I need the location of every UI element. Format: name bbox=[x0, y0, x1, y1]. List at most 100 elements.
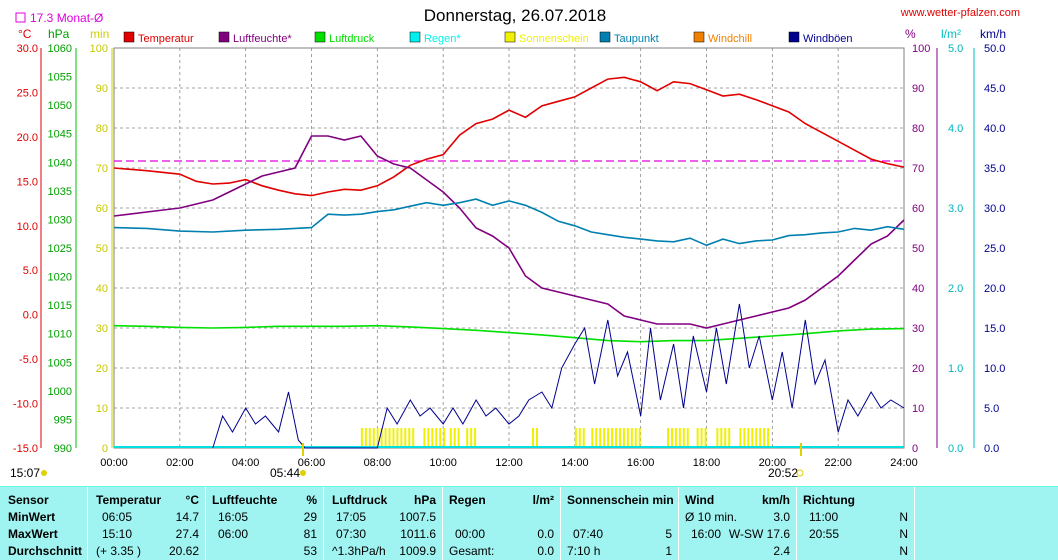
pressure-tick-label: 1050 bbox=[48, 100, 72, 112]
temp-tick-label: 25.0 bbox=[17, 87, 38, 99]
sunshine-bar bbox=[466, 428, 469, 447]
sunshine-bar bbox=[763, 428, 766, 447]
wind-tick-label: 10.0 bbox=[984, 363, 1005, 375]
website-link[interactable]: www.wetter-pfalzen.com bbox=[900, 7, 1020, 19]
sunshine-tick-label: 50 bbox=[96, 243, 108, 255]
time-tick-label: 12:00 bbox=[495, 457, 523, 469]
luftdruck-max-value: 1011.6 bbox=[400, 527, 436, 541]
sunshine-bar bbox=[408, 428, 411, 447]
sunrise-icon bbox=[300, 470, 306, 476]
wind-tick-label: 45.0 bbox=[984, 83, 1005, 95]
richtung-min-value: N bbox=[899, 510, 908, 524]
time-tick-label: 24:00 bbox=[890, 457, 918, 469]
legend-swatch bbox=[788, 31, 800, 43]
wind-tick-label: 35.0 bbox=[984, 163, 1005, 175]
sunshine-bar bbox=[372, 428, 375, 447]
wind-tick-label: 5.0 bbox=[984, 403, 999, 415]
sunrise-time: 05:44 bbox=[270, 466, 300, 480]
summary-richtung: Richtung 11:00 N 20:55 N N bbox=[796, 487, 914, 560]
pressure-tick-label: 1055 bbox=[48, 72, 72, 84]
sunshine-bar bbox=[400, 428, 403, 447]
summary-regen: Regen l/m² 00:00 0.0 Gesamt: 0.0 bbox=[442, 487, 560, 560]
wind-avg10-value: 3.0 bbox=[773, 510, 790, 524]
unit-wind: km/h bbox=[980, 27, 1006, 41]
sunshine-bar bbox=[535, 428, 538, 447]
legend-swatch bbox=[504, 31, 516, 43]
pressure-tick-label: 1060 bbox=[48, 43, 72, 55]
sonnenschein-avg-value: 1 bbox=[665, 544, 672, 558]
temperatur-min-time: 06:05 bbox=[102, 510, 133, 524]
temp-tick-label: -5.0 bbox=[19, 354, 38, 366]
sunshine-bar bbox=[630, 428, 633, 447]
wind-avg-value: 2.4 bbox=[773, 544, 790, 558]
legend-label: Windböen bbox=[803, 33, 853, 45]
sunshine-tick-label: 10 bbox=[96, 403, 108, 415]
richtung-header: Richtung bbox=[803, 493, 855, 507]
sunset-icon bbox=[796, 469, 804, 477]
temp-tick-label: -10.0 bbox=[13, 399, 38, 411]
regen-total-value: 0.0 bbox=[537, 544, 554, 558]
legend-label: Luftdruck bbox=[329, 33, 375, 45]
richtung-max-time: 20:55 bbox=[809, 527, 840, 541]
sunshine-bar bbox=[614, 428, 617, 447]
wind-tick-label: 50.0 bbox=[984, 43, 1005, 55]
temperatur-header: Temperatur bbox=[96, 493, 162, 507]
sunshine-bar bbox=[670, 428, 673, 447]
wind-tick-label: 40.0 bbox=[984, 123, 1005, 135]
legend-label: Luftfeuchte* bbox=[233, 33, 292, 45]
humidity-tick-label: 100 bbox=[912, 43, 930, 55]
rain-tick-label: 5.0 bbox=[948, 43, 963, 55]
temp-tick-label: 30.0 bbox=[17, 43, 38, 55]
time-tick-label: 02:00 bbox=[166, 457, 194, 469]
luftdruck-trend: ^1.3hPa/h bbox=[332, 544, 386, 558]
sunshine-tick-label: 100 bbox=[90, 43, 108, 55]
time-tick-label: 16:00 bbox=[627, 457, 655, 469]
legend-swatch bbox=[693, 31, 705, 43]
sunshine-bar bbox=[678, 428, 681, 447]
humidity-tick-label: 90 bbox=[912, 83, 924, 95]
sunset-time: 20:52 bbox=[768, 466, 798, 480]
sunshine-bar bbox=[704, 428, 707, 447]
sunshine-tick-label: 40 bbox=[96, 283, 108, 295]
pressure-tick-label: 1020 bbox=[48, 272, 72, 284]
wind-max-time: 16:00 bbox=[691, 527, 722, 541]
legend-swatch bbox=[409, 31, 421, 43]
legend-swatch bbox=[314, 31, 326, 43]
series-line bbox=[113, 76, 905, 197]
sunshine-bar bbox=[603, 428, 606, 447]
luftdruck-min-time: 17:05 bbox=[336, 510, 367, 524]
pressure-tick-label: 995 bbox=[54, 414, 72, 426]
sunshine-bar bbox=[388, 428, 391, 447]
sunshine-bar bbox=[724, 428, 727, 447]
humidity-tick-label: 10 bbox=[912, 403, 924, 415]
sunshine-bar bbox=[751, 428, 754, 447]
legend: Temperatur Luftfeuchte* Luftdruck Regen* Son… bbox=[123, 31, 853, 45]
sonnenschein-total: 7:10 h bbox=[567, 544, 601, 558]
series-line bbox=[212, 303, 905, 449]
sunshine-bar bbox=[667, 428, 669, 447]
summary-sonnenschein: Sonnenschein min 07:40 5 7:10 h 1 bbox=[560, 487, 678, 560]
sunshine-bar bbox=[622, 428, 625, 447]
time-tick-label: 10:00 bbox=[429, 457, 457, 469]
regen-total-label: Gesamt: bbox=[449, 544, 495, 558]
sunshine-bar bbox=[634, 428, 637, 447]
wind-unit: km/h bbox=[761, 493, 790, 507]
sunshine-bar bbox=[696, 428, 699, 447]
temp-tick-label: 10.0 bbox=[17, 221, 38, 233]
pressure-tick-label: 1045 bbox=[48, 129, 72, 141]
sunshine-tick-label: 20 bbox=[96, 363, 108, 375]
series-line bbox=[113, 324, 905, 343]
unit-rain: l/m² bbox=[941, 27, 961, 41]
luftfeuchte-avg-value: 53 bbox=[303, 544, 317, 558]
pressure-tick-label: 1005 bbox=[48, 357, 72, 369]
luftfeuchte-min-value: 29 bbox=[303, 510, 317, 524]
sensor-row-min: MinWert bbox=[8, 510, 56, 524]
wind-tick-label: 30.0 bbox=[984, 203, 1005, 215]
wind-avg10-label: Ø 10 min. bbox=[685, 510, 738, 524]
sunshine-bar bbox=[739, 428, 742, 447]
pressure-tick-label: 1030 bbox=[48, 214, 72, 226]
luftdruck-avg-value: 1009.9 bbox=[399, 544, 436, 558]
sunshine-bar bbox=[423, 428, 426, 447]
sunshine-bar bbox=[368, 428, 371, 447]
sunshine-bar bbox=[591, 428, 594, 447]
